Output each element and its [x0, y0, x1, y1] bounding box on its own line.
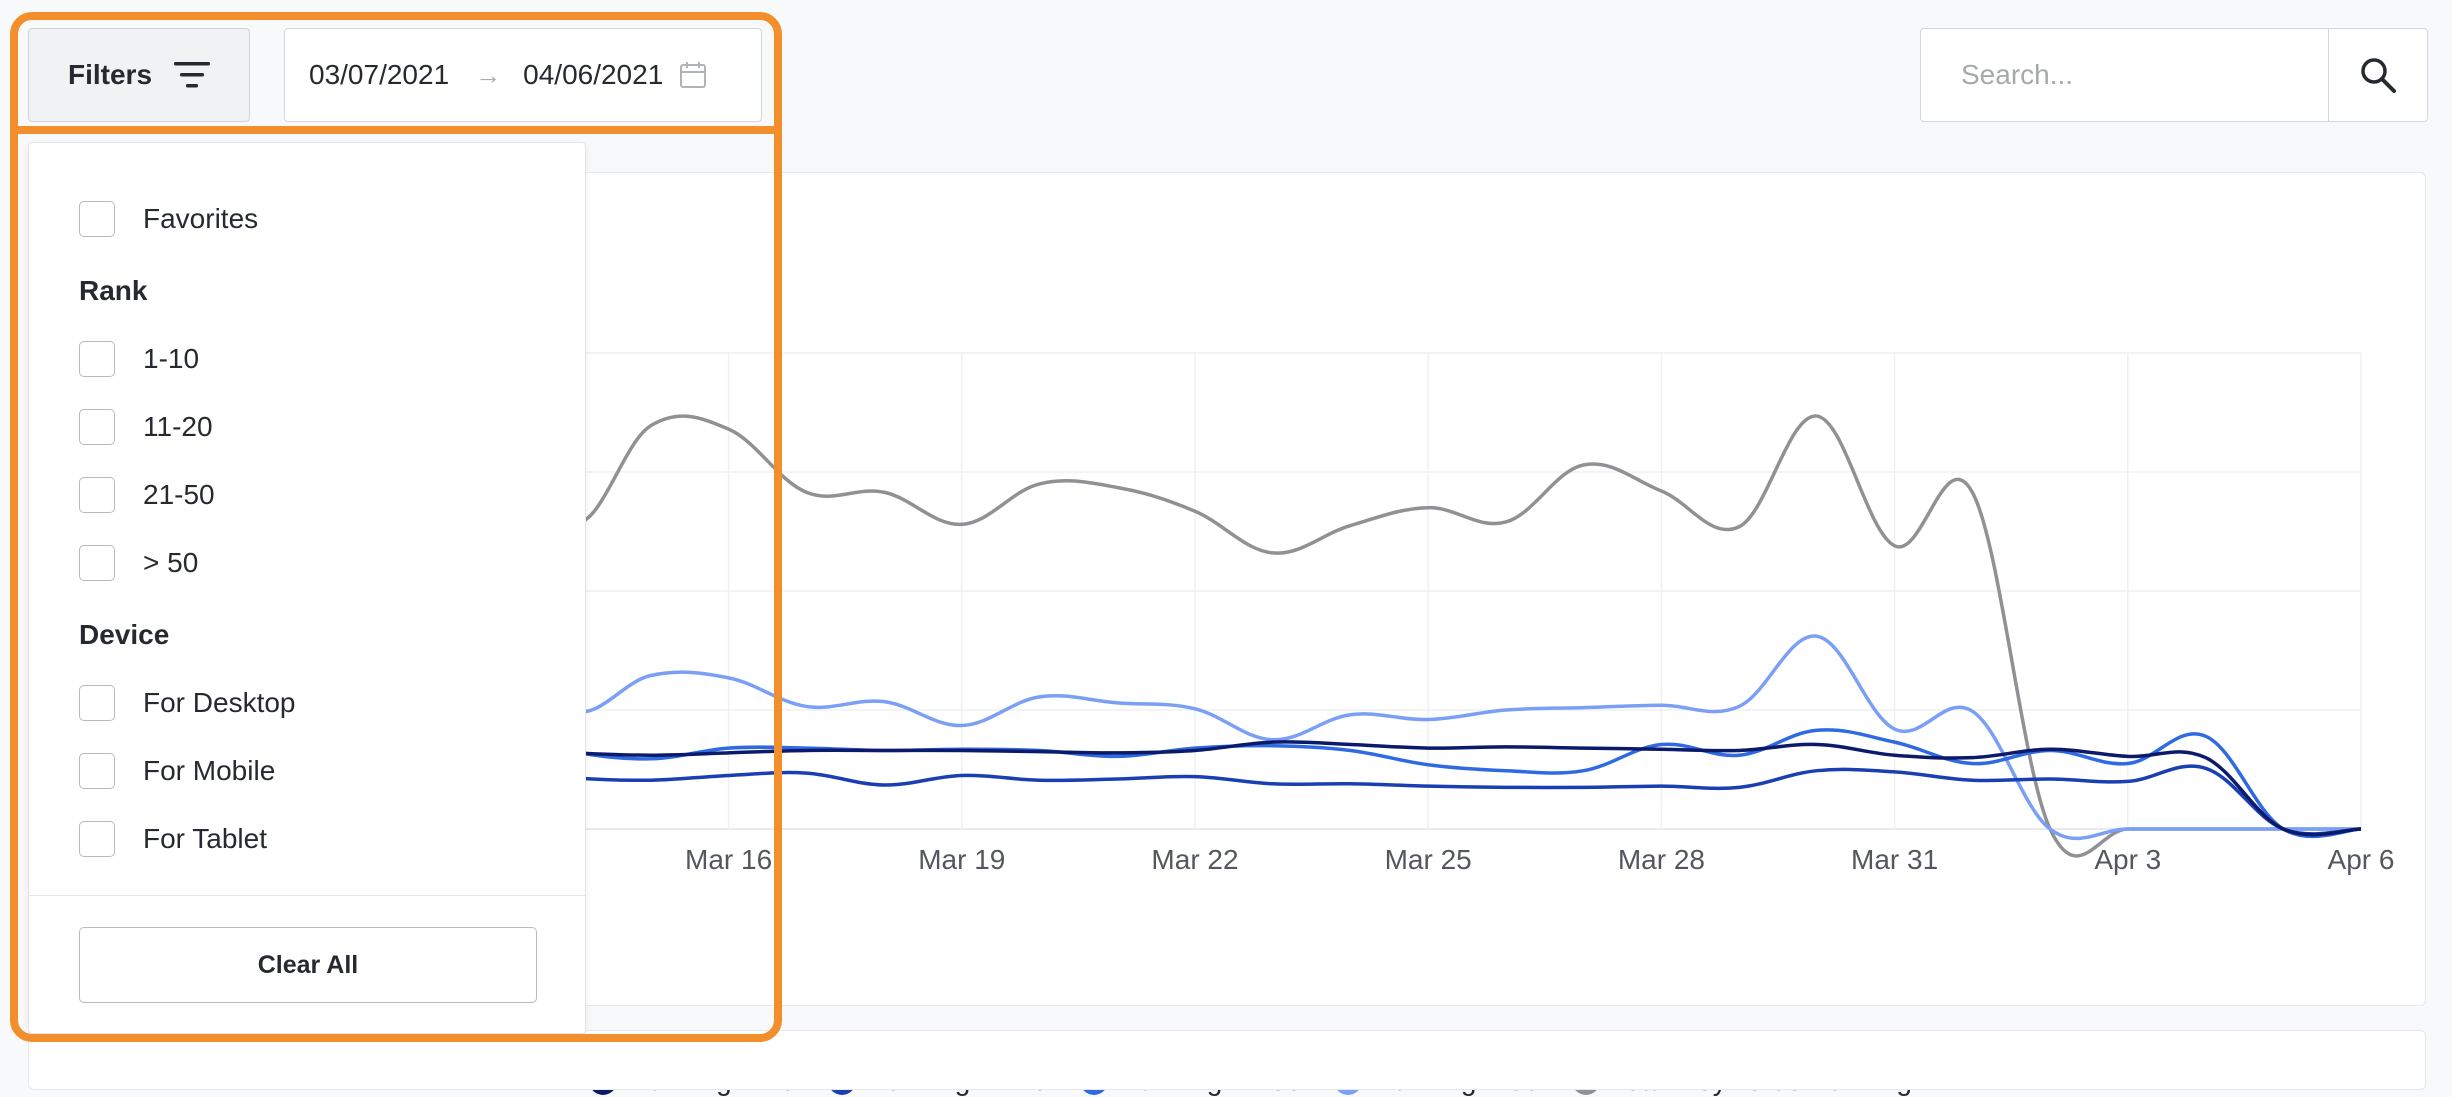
filters-button-label: Filters — [67, 59, 153, 90]
filters-dropdown: Favorites Rank 1-10 11-20 21-50 > 50 Dev… — [28, 142, 586, 1034]
device-checkbox[interactable] — [79, 685, 115, 721]
clear-all-button[interactable]: Clear All — [79, 927, 537, 1003]
rank-option-label: 21-50 — [143, 479, 215, 510]
favorites-checkbox[interactable] — [79, 201, 115, 237]
search-button[interactable] — [2328, 29, 2427, 121]
favorites-option[interactable]: Favorites — [79, 201, 258, 237]
device-checkbox[interactable] — [79, 753, 115, 789]
rank-checkbox[interactable] — [79, 409, 115, 445]
rank-option-1-10[interactable]: 1-10 — [79, 341, 199, 377]
x-tick-label: Mar 25 — [1385, 844, 1472, 875]
rank-checkbox[interactable] — [79, 545, 115, 581]
date-end[interactable]: 04/06/2021 — [523, 59, 664, 90]
device-checkbox[interactable] — [79, 821, 115, 857]
x-tick-label: Mar 19 — [918, 844, 1005, 875]
device-option-label: For Mobile — [143, 755, 276, 786]
date-start[interactable]: 03/07/2021 — [309, 59, 450, 90]
calendar-icon[interactable] — [679, 61, 707, 89]
device-option-tablet[interactable]: For Tablet — [79, 821, 267, 857]
x-tick-label: Mar 22 — [1151, 844, 1238, 875]
rank-option-gt-50[interactable]: > 50 — [79, 545, 198, 581]
rank-checkbox[interactable] — [79, 477, 115, 513]
highlight-annotation-divider — [14, 126, 778, 134]
device-option-mobile[interactable]: For Mobile — [79, 753, 275, 789]
device-heading: Device — [79, 619, 170, 650]
rank-option-label: 11-20 — [143, 411, 213, 442]
favorites-label: Favorites — [143, 203, 259, 234]
rank-heading: Rank — [79, 275, 148, 306]
x-tick-label: Apr 6 — [2328, 844, 2395, 875]
rank-checkbox[interactable] — [79, 341, 115, 377]
x-tick-label: Mar 31 — [1851, 844, 1938, 875]
date-range-arrow: → — [475, 59, 502, 90]
filters-button[interactable]: Filters — [28, 28, 250, 122]
search-input[interactable] — [1921, 29, 2328, 121]
device-option-label: For Tablet — [143, 823, 267, 854]
rank-option-11-20[interactable]: 11-20 — [79, 409, 213, 445]
x-tick-label: Mar 16 — [685, 844, 772, 875]
search-icon — [2361, 58, 2396, 93]
x-tick-label: Mar 28 — [1618, 844, 1705, 875]
rank-option-label: 1-10 — [143, 343, 200, 374]
rank-option-label: > 50 — [143, 547, 199, 578]
device-option-label: For Desktop — [143, 687, 296, 718]
rank-option-21-50[interactable]: 21-50 — [79, 477, 215, 513]
device-option-desktop[interactable]: For Desktop — [79, 685, 296, 721]
date-range-picker[interactable]: 03/07/2021 → 04/06/2021 — [284, 28, 762, 122]
search-box — [1920, 28, 2428, 122]
second-card — [28, 1030, 2426, 1090]
panel-divider — [29, 895, 585, 896]
x-tick-label: Apr 3 — [2094, 844, 2161, 875]
filter-lines-icon — [174, 62, 211, 88]
